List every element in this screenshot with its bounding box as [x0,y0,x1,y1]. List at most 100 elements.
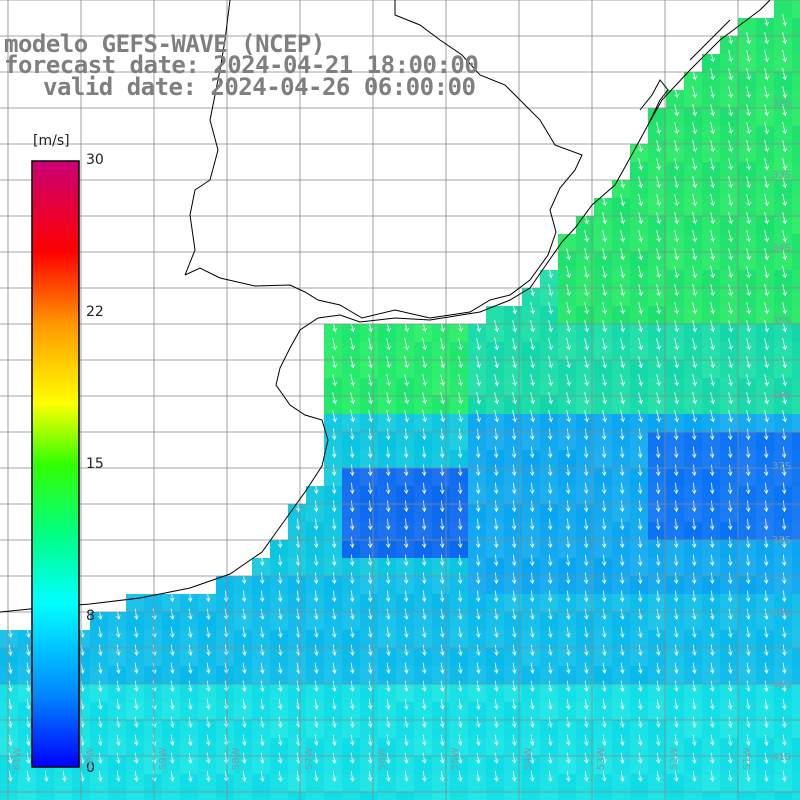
wind-cell [540,630,559,649]
wind-cell [180,792,199,800]
wind-arrow [565,536,571,549]
wind-cell [288,612,307,631]
wind-cell [288,684,307,703]
wind-cell [666,756,685,775]
wind-cell [504,666,523,685]
wind-cell [522,738,541,757]
wind-cell [738,126,757,145]
wind-cell [342,396,361,415]
wind-arrow [475,590,481,603]
wind-cell [504,504,523,523]
wind-cell [396,738,415,757]
wind-arrow [692,680,697,692]
wind-arrow [98,644,103,656]
wind-arrow [458,320,463,333]
wind-arrow [602,644,607,656]
wind-cell [108,648,127,667]
wind-cell [504,594,523,613]
wind-arrow [764,392,769,405]
wind-cell [468,792,487,800]
wind-arrow [637,500,643,513]
wind-cell [414,522,433,541]
wind-cell [774,792,793,800]
wind-arrow [241,572,247,585]
wind-cell [360,396,379,415]
wind-cell [774,18,793,37]
wind-arrow [584,410,589,423]
wind-cell [792,630,800,649]
wind-cell [648,504,667,523]
wind-cell [774,594,793,613]
wind-arrow [710,212,715,225]
wind-arrow [404,662,409,674]
wind-cell [702,702,721,721]
lon-label: 61W [12,747,23,770]
wind-arrow [457,572,463,585]
wind-cell [774,504,793,523]
wind-cell [126,684,145,703]
wind-cell [558,252,577,271]
wind-arrow [277,590,283,603]
wind-arrow [494,356,499,369]
wind-cell [594,288,613,307]
wind-arrow [638,302,643,315]
wind-arrow [170,680,175,692]
wind-cell [432,792,451,800]
wind-cell [414,666,433,685]
wind-arrow [512,320,517,333]
wind-cell [108,630,127,649]
wind-cell [720,576,739,595]
wind-arrow [188,680,193,692]
wind-cell [252,774,271,793]
wind-arrow [583,572,589,585]
wind-arrow [331,428,337,441]
wind-cell [558,414,577,433]
wind-cell [342,594,361,613]
wind-arrow [476,626,481,638]
wind-cell [648,540,667,559]
wind-arrow [566,716,571,728]
wind-cell [738,216,757,235]
uruguay-river [184,0,231,276]
wind-cell [540,594,559,613]
wind-arrow [295,572,301,585]
wind-cell [90,720,109,739]
wind-cell [360,720,379,739]
wind-cell [126,738,145,757]
wind-cell [684,126,703,145]
wind-cell [468,774,487,793]
wind-cell [666,252,685,271]
wind-arrow [620,176,625,189]
wind-arrow [331,500,337,513]
wind-cell [558,684,577,703]
wind-arrow [763,464,769,477]
wind-arrow [475,464,481,477]
wind-cell [738,774,757,793]
wind-cell [738,648,757,667]
wind-cell [342,540,361,559]
wind-arrow [746,716,751,728]
wind-arrow [674,374,679,387]
wind-cell [612,504,631,523]
wind-cell [0,630,19,649]
wind-cell [774,360,793,379]
wind-cell [468,720,487,739]
wind-arrow [656,320,661,333]
wind-arrow [728,320,733,333]
wind-cell [684,432,703,451]
wind-arrow [170,644,175,656]
wind-arrow [727,500,733,513]
wind-cell [756,450,775,469]
wind-cell [792,18,800,37]
wind-cell [702,504,721,523]
wind-cell [720,522,739,541]
wind-arrow [746,680,751,692]
wind-cell [126,666,145,685]
wind-arrow [439,536,445,549]
wind-arrow [764,50,769,63]
wind-arrow [710,356,715,369]
wind-arrow [710,248,715,261]
wind-cell [504,702,523,721]
wind-arrow [782,68,787,81]
wind-cell [702,738,721,757]
